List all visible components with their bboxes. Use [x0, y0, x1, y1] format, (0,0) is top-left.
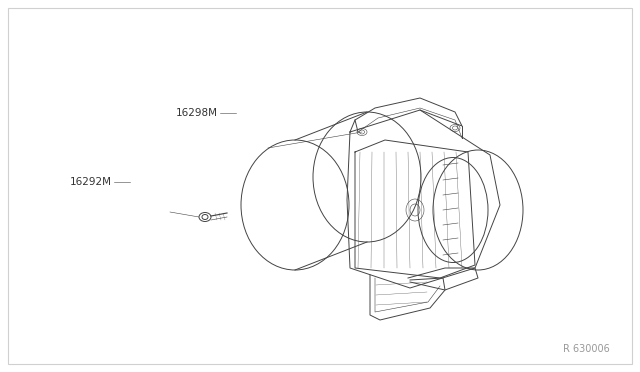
- Text: R 630006: R 630006: [563, 344, 610, 354]
- Text: 16298M: 16298M: [175, 109, 218, 118]
- Text: 16292M: 16292M: [70, 177, 112, 187]
